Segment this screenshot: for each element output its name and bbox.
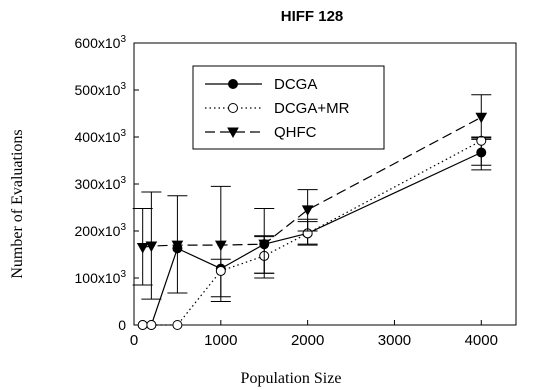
- data-point: [476, 135, 487, 146]
- data-point: [171, 240, 184, 252]
- data-point: [214, 240, 227, 252]
- x-tick-label: 3000: [378, 332, 411, 349]
- x-tick-label: 0: [130, 332, 138, 349]
- x-tick-label: 1000: [204, 332, 237, 349]
- x-tick-label: 2000: [291, 332, 324, 349]
- data-point: [145, 241, 158, 253]
- plot-area: 0 1000 2000 3000 4000 0 100x103 200x103 300x103 4…: [75, 34, 517, 349]
- data-point: [475, 112, 488, 124]
- data-point: [301, 205, 314, 216]
- x-tick-label: 4000: [465, 332, 498, 349]
- y-tick-label: 200x103: [75, 222, 127, 239]
- legend-label: QHFC: [274, 124, 317, 141]
- data-point: [137, 320, 148, 330]
- data-point: [146, 320, 157, 330]
- data-point: [215, 265, 226, 276]
- y-axis-label: Number of Evaluations: [9, 129, 26, 278]
- data-point: [136, 242, 149, 254]
- y-tick-label: 100x103: [75, 269, 127, 286]
- chart-title: HIFF 128: [281, 8, 344, 25]
- series-1: [137, 135, 492, 330]
- legend-label: DCGA+MR: [274, 100, 350, 117]
- x-axis-label: Population Size: [241, 370, 342, 387]
- y-tick-label: 400x103: [75, 128, 127, 145]
- data-point: [172, 320, 183, 330]
- y-tick-label: 0: [118, 317, 126, 333]
- legend-label: DCGA: [274, 76, 317, 93]
- data-point: [258, 239, 271, 251]
- series-2: [132, 94, 492, 300]
- legend-marker: [228, 79, 238, 89]
- legend-marker: [228, 103, 238, 113]
- series-line: [142, 151, 482, 326]
- legend: DCGA DCGA+MR QHFC: [192, 65, 385, 150]
- y-tick-label: 500x103: [75, 81, 127, 98]
- legend-marker: [227, 127, 239, 139]
- y-tick-label: 600x103: [75, 34, 127, 51]
- legend-box: [192, 65, 385, 150]
- y-tick-label: 300x103: [75, 175, 127, 192]
- series-0: [137, 138, 492, 330]
